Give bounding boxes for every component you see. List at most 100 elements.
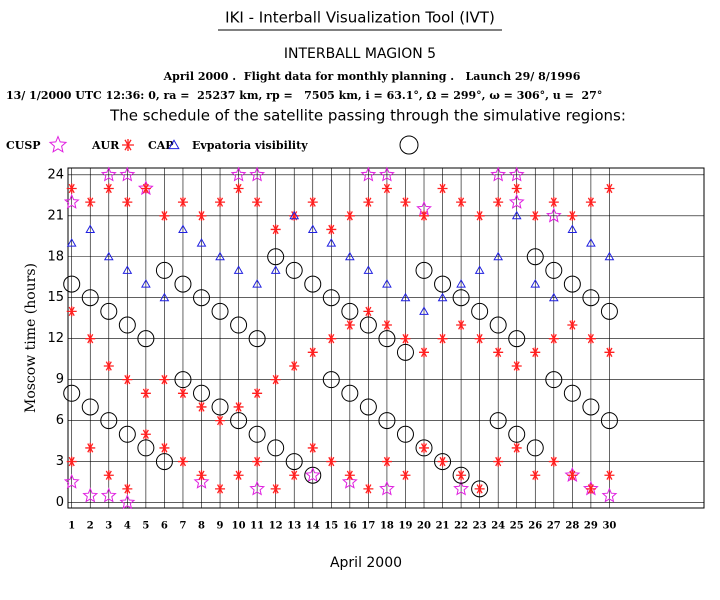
aur-marker	[548, 197, 559, 208]
cap-marker	[326, 238, 337, 247]
evpatoria-marker	[304, 466, 322, 484]
x-tick-label: 30	[602, 521, 616, 532]
aur-marker	[270, 224, 281, 235]
evpatoria-marker	[211, 398, 229, 416]
evpatoria-marker	[563, 384, 581, 402]
cusp-marker	[193, 473, 210, 489]
evpatoria-marker	[526, 439, 544, 457]
aur-marker	[66, 456, 77, 467]
cap-marker	[363, 265, 374, 274]
aur-marker	[122, 197, 133, 208]
x-tick-label: 22	[454, 521, 468, 532]
aur-marker	[326, 224, 337, 235]
cap-marker	[85, 224, 96, 233]
x-tick-label: 10	[232, 521, 246, 532]
x-tick-label: 8	[198, 521, 205, 532]
cap-marker	[437, 292, 448, 302]
plot-frame	[67, 167, 705, 509]
x-tick-label: 6	[161, 521, 168, 532]
cusp-marker	[100, 166, 117, 182]
x-tick-label: 19	[399, 521, 413, 532]
evpatoria-marker	[545, 261, 563, 279]
evpatoria-marker	[396, 343, 414, 361]
cap-marker	[196, 238, 207, 247]
x-tick-label: 16	[343, 521, 357, 532]
aur-marker	[289, 210, 300, 221]
evpatoria-marker	[248, 425, 266, 443]
aur-marker	[289, 360, 300, 371]
cusp-marker	[249, 166, 266, 182]
evpatoria-marker	[322, 371, 340, 389]
evpatoria-marker	[230, 412, 248, 430]
y-axis-label: Moscow time (hours)	[23, 263, 39, 413]
cusp-marker	[119, 494, 136, 510]
evpatoria-marker	[452, 289, 470, 307]
cusp-marker	[230, 166, 247, 182]
y-tick-label: 6	[56, 413, 64, 428]
aur-marker	[419, 347, 430, 358]
evpatoria-marker	[285, 261, 303, 279]
evpatoria-marker	[267, 439, 285, 457]
evpatoria-marker	[545, 371, 563, 389]
aur-marker	[344, 470, 355, 481]
y-tick-label: 9	[56, 372, 64, 387]
evpatoria-marker	[434, 453, 452, 471]
aur-marker	[233, 470, 244, 481]
evpatoria-marker	[193, 289, 211, 307]
aur-marker	[215, 197, 226, 208]
aur-marker	[400, 470, 411, 481]
aur-marker	[196, 401, 207, 412]
x-tick-label: 11	[250, 521, 264, 532]
aur-marker	[585, 333, 596, 344]
aur-marker	[437, 456, 448, 467]
legend-label: AUR	[91, 139, 120, 152]
aur-marker	[493, 197, 504, 208]
y-tick-label: 21	[47, 208, 64, 223]
evpatoria-marker	[174, 275, 192, 293]
y-tick-label: 15	[47, 290, 64, 305]
aur-marker	[363, 306, 374, 317]
legend-label: CAP	[148, 139, 174, 152]
cap-marker	[456, 279, 466, 288]
aur-marker	[85, 197, 96, 208]
info-line: April 2000 . Flight data for monthly pla…	[163, 70, 581, 83]
cusp-marker	[119, 166, 136, 182]
chart-subtitle: INTERBALL MAGION 5	[284, 46, 436, 62]
evpatoria-marker	[285, 453, 303, 471]
aur-marker	[289, 470, 300, 481]
evpatoria-marker	[359, 398, 377, 416]
cap-marker	[382, 279, 392, 288]
cap-marker	[159, 292, 170, 302]
aur-marker	[344, 210, 355, 221]
evpatoria-marker	[563, 275, 581, 293]
aur-marker	[215, 415, 226, 426]
x-tick-label: 7	[179, 521, 186, 532]
aur-marker	[196, 210, 207, 221]
x-tick-label: 12	[269, 521, 283, 532]
aur-marker	[381, 456, 392, 467]
cap-marker	[344, 251, 355, 261]
aur-marker	[585, 197, 596, 208]
legend-marker	[122, 139, 134, 151]
aur-marker	[585, 483, 596, 494]
evpatoria-marker	[63, 275, 81, 293]
aur-marker	[474, 483, 485, 494]
evpatoria-marker	[100, 302, 118, 320]
cusp-marker	[379, 480, 395, 496]
evpatoria-marker	[81, 398, 99, 416]
evpatoria-marker	[396, 425, 414, 443]
aur-marker	[474, 210, 485, 221]
evpatoria-marker	[434, 275, 452, 293]
cusp-marker	[249, 480, 266, 496]
aur-marker	[511, 183, 522, 194]
aur-marker	[381, 320, 392, 331]
aur-marker	[400, 333, 411, 344]
cap-marker	[103, 251, 114, 261]
aur-marker	[103, 360, 114, 371]
aur-marker	[85, 442, 96, 453]
aur-marker	[363, 483, 374, 494]
cap-marker	[474, 265, 485, 274]
cap-marker	[178, 224, 188, 233]
